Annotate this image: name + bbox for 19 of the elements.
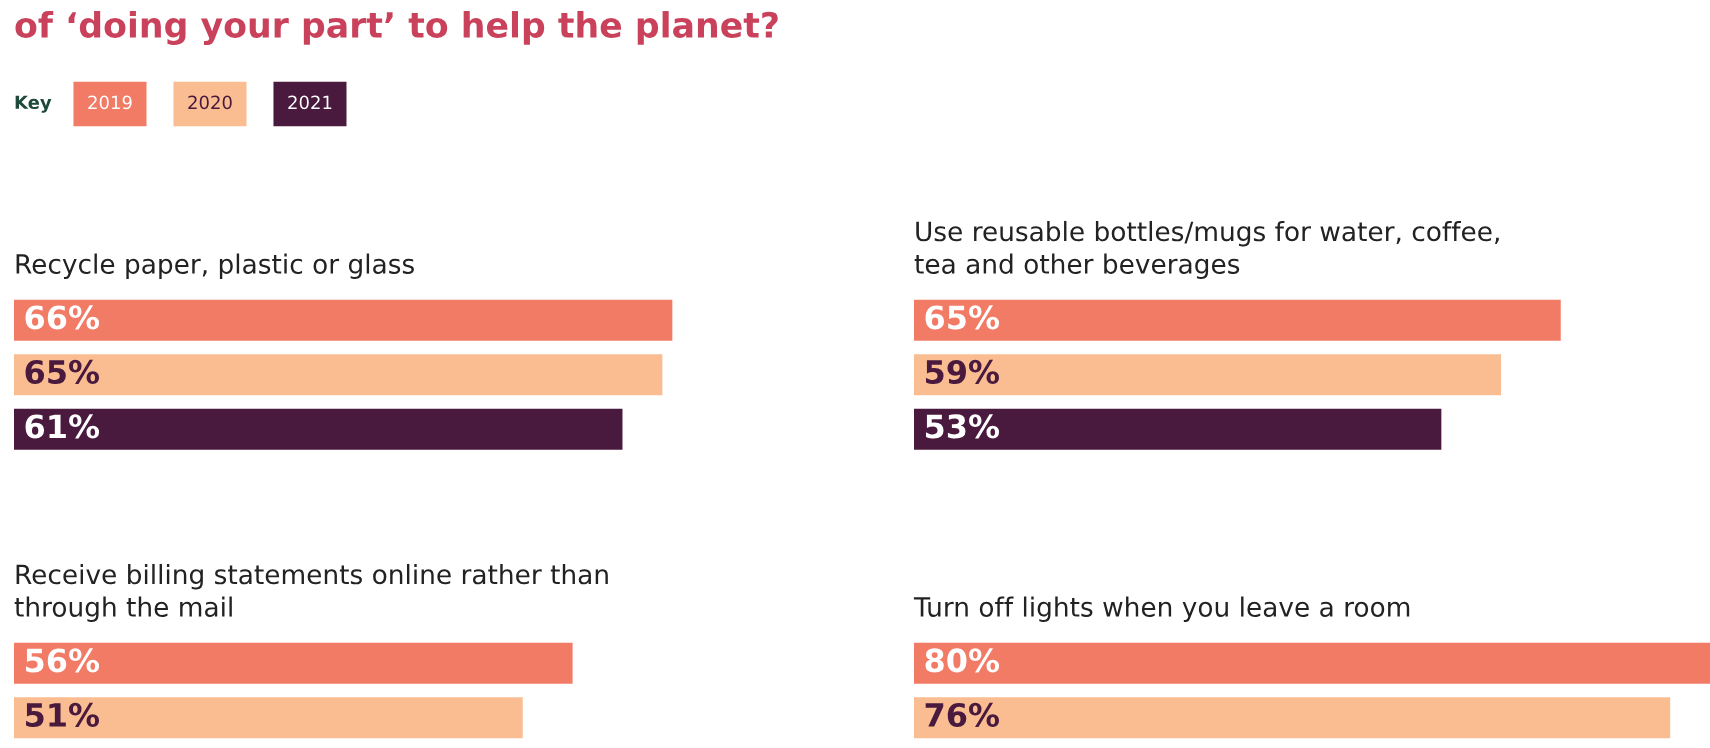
data-label: 56% bbox=[26, 648, 100, 673]
data-label: 80% bbox=[925, 648, 999, 673]
data-label: 61% bbox=[25, 414, 100, 439]
text: 2019 bbox=[88, 95, 132, 110]
text: 2021 bbox=[288, 95, 332, 110]
chart-title: Use reusable bottles/mugs for water, coffee, tea and other beverages bbox=[914, 220, 1499, 280]
chart-title: Receive billing statements online rather than through the mail bbox=[14, 563, 608, 623]
data-label: 76% bbox=[925, 702, 999, 728]
chart-title: Recycle paper, plastic or glass bbox=[16, 253, 414, 280]
data-label: 66% bbox=[25, 305, 100, 330]
legend-title: Key bbox=[15, 95, 52, 113]
data-label: 65% bbox=[25, 359, 100, 385]
data-label: 53% bbox=[926, 414, 999, 439]
text: of ‘doing your part’ to help the planet? bbox=[15, 11, 778, 45]
data-label: 59% bbox=[926, 359, 999, 385]
chart-title: Turn off lights when you leave a room bbox=[913, 596, 1410, 623]
text: 2020 bbox=[188, 95, 232, 110]
data-label: 65% bbox=[925, 305, 999, 330]
data-label: 51% bbox=[26, 702, 100, 728]
